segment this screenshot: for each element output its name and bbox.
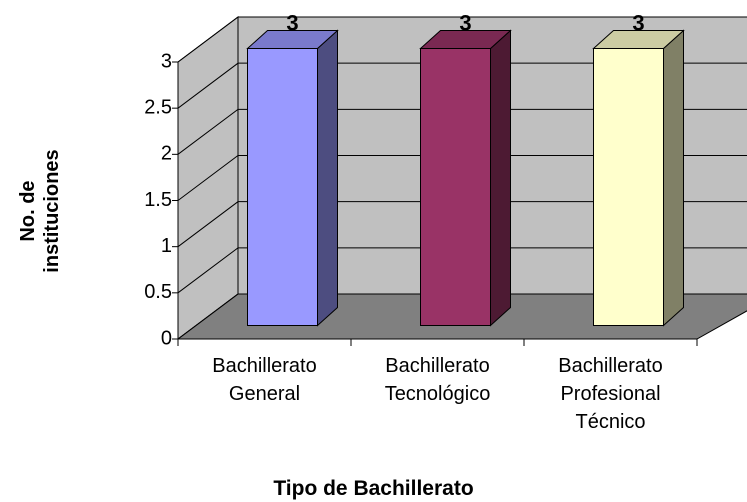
x-axis-title: Tipo de Bachillerato (273, 477, 474, 500)
y-tick-label: 2.5 (144, 96, 172, 118)
bar-side (663, 29, 684, 327)
bar-side (490, 29, 511, 327)
grid-line (177, 247, 747, 294)
y-tick-label: 1 (161, 235, 172, 257)
bar (247, 48, 318, 326)
value-label: 3 (286, 10, 298, 35)
y-tick-label: 2 (161, 143, 172, 165)
x-tick-label: Bachillerato Tecnológico (384, 355, 491, 405)
value-label: 3 (459, 10, 471, 35)
grid-line (177, 16, 747, 63)
grid-line (177, 155, 747, 201)
grid-line (177, 201, 747, 248)
y-tick-label: 0.5 (144, 281, 172, 303)
y-tick-label: 1.5 (144, 189, 172, 211)
bar (593, 48, 664, 326)
grid-line (177, 62, 747, 109)
x-tick-label: Bachillerato General (212, 355, 317, 405)
value-label: 3 (632, 10, 644, 35)
x-tick-label: Bachillerato Profesional Técnico (558, 355, 663, 433)
y-tick-label: 3 (161, 50, 172, 72)
grid-line (177, 108, 747, 155)
bar-side (317, 29, 338, 327)
bar (420, 48, 491, 326)
y-tick-label: 0 (161, 327, 172, 349)
y-axis-title: No. de instituciones (17, 149, 63, 273)
grid-line (177, 293, 747, 340)
